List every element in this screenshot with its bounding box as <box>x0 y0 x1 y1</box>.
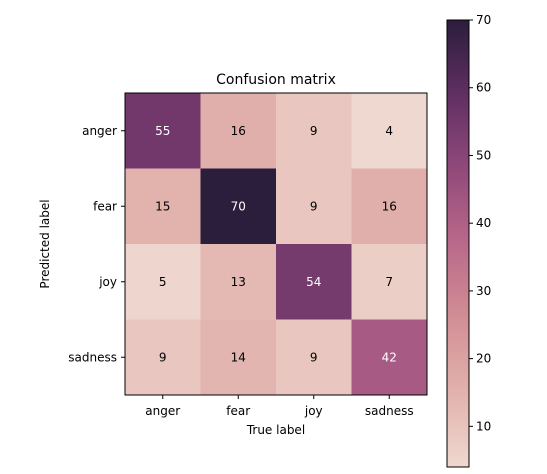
heatmap-cell <box>351 319 428 396</box>
cell-value-label: 4 <box>385 124 393 138</box>
cell-value-label: 9 <box>310 350 318 364</box>
cell-value-label: 9 <box>310 199 318 213</box>
x-axis-ticks: anger fear joy sadness <box>145 395 414 418</box>
colorbar-tick-label: 30 <box>476 284 491 298</box>
heatmap-cell <box>200 168 277 245</box>
heatmap-cell <box>200 319 277 396</box>
cell-value-label: 55 <box>155 124 170 138</box>
y-axis-label: Predicted label <box>38 199 52 288</box>
y-tick-label: fear <box>93 199 117 213</box>
colorbar-tick-label: 20 <box>476 352 491 366</box>
cell-value-label: 16 <box>231 124 246 138</box>
chart-title: Confusion matrix <box>216 72 336 88</box>
heatmap-cell <box>276 93 352 169</box>
y-axis-ticks: anger fear joy sadness <box>68 124 125 364</box>
colorbar-tick-label: 50 <box>476 148 491 162</box>
cell-value-label: 16 <box>382 199 397 213</box>
cell-value-label: 9 <box>159 350 167 364</box>
x-axis-label: True label <box>246 423 305 437</box>
plot-frame <box>124 92 428 396</box>
cell-value-label: 13 <box>231 275 246 289</box>
y-tick-label: anger <box>82 124 117 138</box>
cell-value-label: 15 <box>155 199 170 213</box>
colorbar-tick-label: 40 <box>476 216 491 230</box>
heatmap-cell <box>351 93 428 169</box>
cell-value-label: 7 <box>385 275 393 289</box>
x-tick-label: sadness <box>365 404 414 418</box>
colorbar <box>446 19 470 468</box>
heatmap-cells: 55 16 9 4 15 70 9 16 5 13 54 7 9 14 9 42 <box>125 93 428 396</box>
heatmap-cell <box>200 244 277 320</box>
colorbar-tick-label: 10 <box>476 419 491 433</box>
y-tick-label: joy <box>98 275 117 289</box>
heatmap-cell <box>351 244 428 320</box>
heatmap-cell <box>125 168 201 245</box>
heatmap-cell <box>125 244 201 320</box>
cell-value-label: 54 <box>306 275 321 289</box>
heatmap-cell <box>200 93 277 169</box>
cell-value-label: 70 <box>231 199 246 213</box>
cell-value-label: 42 <box>382 350 397 364</box>
cell-value-label: 9 <box>310 124 318 138</box>
x-tick-label: anger <box>145 404 180 418</box>
heatmap-cell <box>125 319 201 396</box>
heatmap-cell <box>276 168 352 245</box>
cell-value-label: 5 <box>159 275 167 289</box>
colorbar-tick-label: 70 <box>476 13 491 27</box>
x-tick-label: fear <box>226 404 250 418</box>
heatmap-cell <box>351 168 428 245</box>
colorbar-tick-label: 60 <box>476 81 491 95</box>
heatmap-cell <box>276 319 352 396</box>
colorbar-ticks: 10 20 30 40 50 60 70 <box>469 13 491 433</box>
heatmap-cell <box>125 93 201 169</box>
heatmap-cell <box>276 244 352 320</box>
y-tick-label: sadness <box>68 350 117 364</box>
x-tick-label: joy <box>304 404 323 418</box>
cell-value-label: 14 <box>231 350 246 364</box>
